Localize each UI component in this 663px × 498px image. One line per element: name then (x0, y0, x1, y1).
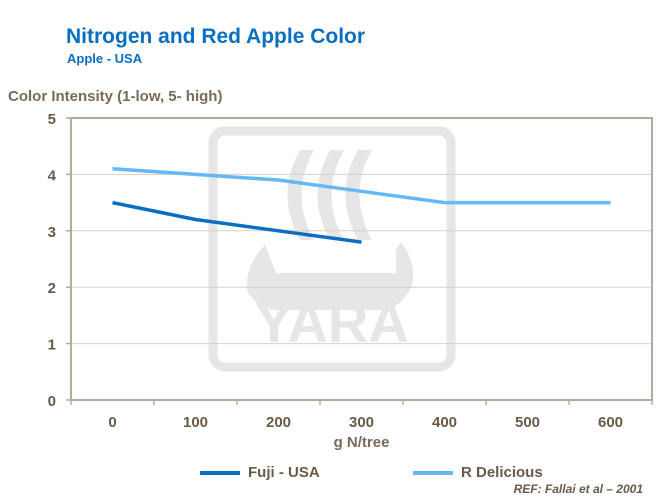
x-tick-label: 600 (598, 414, 623, 431)
yara-watermark: YARA (208, 126, 456, 372)
x-tick-label: 0 (108, 414, 116, 431)
y-tick-label: 2 (48, 280, 56, 297)
y-tick-label: 0 (48, 393, 56, 410)
chart-title: Nitrogen and Red Apple Color (66, 25, 366, 48)
legend-item-r-delicious: R Delicious (413, 464, 543, 481)
y-axis-label: Color Intensity (1-low, 5- high) (8, 88, 223, 105)
x-tick-label: 400 (432, 414, 457, 431)
legend-swatch (413, 470, 453, 475)
legend-label: R Delicious (461, 464, 543, 481)
y-tick-label: 3 (48, 224, 56, 241)
legend-swatch (200, 470, 240, 475)
y-tick-label: 1 (48, 337, 56, 354)
series-line-fuji-usa (112, 200, 362, 244)
legend-item-fuji: Fuji - USA (200, 464, 320, 481)
x-tick-label: 100 (183, 414, 208, 431)
y-tick-label: 4 (48, 167, 57, 184)
chart-subtitle: Apple - USA (67, 51, 143, 66)
x-tick-label: 200 (266, 414, 291, 431)
y-tick-label: 5 (48, 111, 56, 128)
plot-frame (70, 117, 653, 401)
legend-label: Fuji - USA (248, 464, 320, 481)
x-tick-label: 300 (349, 414, 374, 431)
x-tick-label: 500 (515, 414, 540, 431)
x-axis-label: g N/tree (333, 434, 390, 451)
reference-note: REF: Fallai et al – 2001 (513, 482, 643, 496)
svg-text:YARA: YARA (255, 291, 409, 354)
